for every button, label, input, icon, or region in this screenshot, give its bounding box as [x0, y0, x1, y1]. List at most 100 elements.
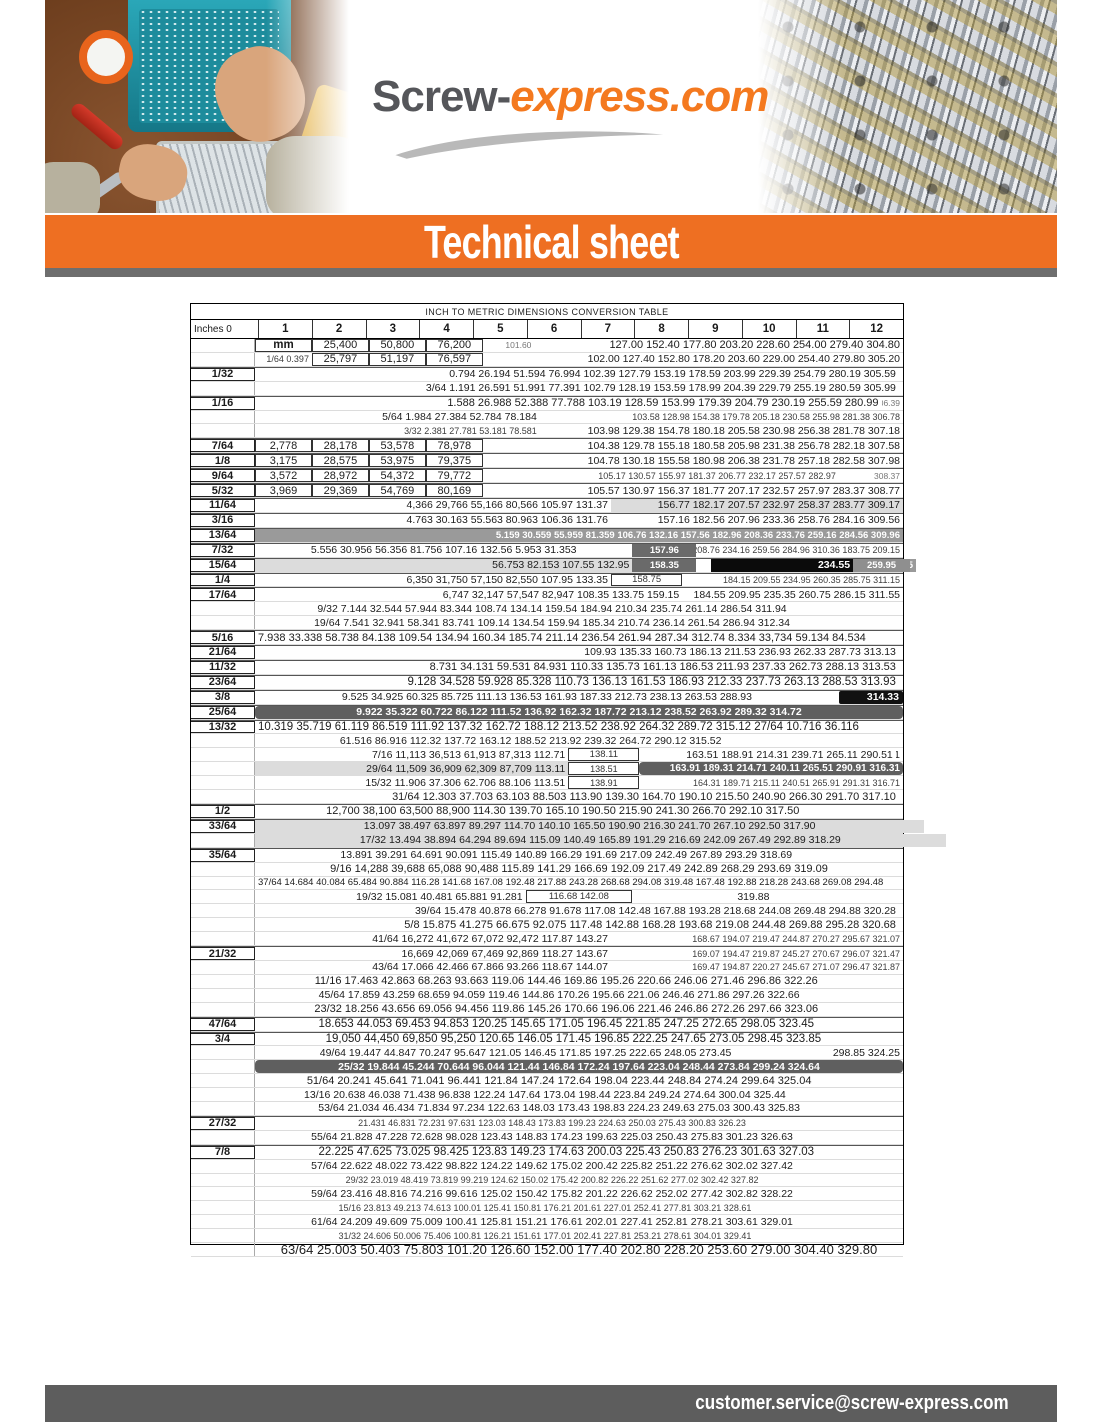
conversion-table: INCH TO METRIC DIMENSIONS CONVERSION TAB… [190, 303, 946, 1257]
row-segment: 104.78 130.18 155.58 180.98 206.38 231.7… [587, 454, 900, 467]
inch-column-header: 8 [634, 320, 688, 338]
row-segment: 298.85 324.25 [832, 1046, 900, 1059]
table-row: 3/32 2.381 27.781 53.181 78.581 103.98 12… [191, 424, 903, 439]
table-row: 1/2 12,700 38,100 63,500 88,900 114.30 13… [191, 804, 903, 819]
row-segment: 50,800 [368, 339, 426, 352]
row-segment: 9/32 7.144 32.544 57.944 83.344 108.74 1… [317, 602, 787, 615]
row-segment: 9.525 34.925 60.325 85.725 111.13 136.53… [341, 691, 752, 704]
row-segment: 19/32 15.081 40.481 65.881 91.281 [356, 890, 523, 903]
workbench-photo [45, 0, 352, 213]
row-segment: 79,375 [425, 454, 483, 468]
row-label: 3/8 [191, 690, 255, 704]
row-label: 23/64 [191, 675, 255, 689]
table-row: 5/16 7.938 33.338 58.738 84.138 109.54 13… [191, 630, 903, 646]
logo-part1: Screw- [372, 72, 511, 121]
row-segment: 9.128 34.528 59.928 85.328 110.73 136.13… [407, 676, 896, 689]
row-segment: 29,369 [311, 484, 369, 497]
row-segment: 183.36 208.76 234.16 259.56 284.96 310.3… [696, 545, 900, 556]
logo-part2: express.com [510, 72, 769, 121]
table-row: 3/4 19,050 44,450 69,850 95,250 120.65 14… [191, 1031, 903, 1047]
row-segment: 76,597 [425, 352, 483, 366]
row-segment: 49/64 19.447 44.847 70.247 95.647 121.05… [319, 1046, 732, 1059]
row-segment: 56.753 82.153 107.55 132.95 [255, 558, 633, 572]
row-label [191, 762, 255, 776]
table-row: 7/8 22.225 47.625 73.025 98.425 123.83 14… [191, 1144, 903, 1160]
row-segment: 169.47 194.87 220.27 245.67 271.07 296.4… [692, 962, 900, 973]
row-segment: 28,178 [311, 439, 369, 453]
row-segment: 19/64 7.541 32.941 58.341 83.741 109.14 … [314, 616, 790, 629]
table-row: 19/32 15.081 40.481 65.881 91.281 116.68 … [191, 890, 903, 905]
row-label [191, 1187, 255, 1201]
row-segment: 169.07 194.47 219.87 245.27 270.67 296.0… [692, 948, 900, 959]
row-label [191, 876, 255, 890]
table-row: 31/64 12.303 37.703 63.103 88.503 113.90… [191, 790, 903, 804]
row-label [191, 862, 255, 876]
table-row: 1/64 0.397 25,797 51,197 76,597 102.00 127.4… [191, 352, 903, 367]
row-label [191, 424, 255, 438]
footer-email: customer.service@screw-express.com [695, 1392, 1009, 1414]
table-row: 5/32 3,969 29,369 54,769 80,169 105.57 130.97… [191, 483, 903, 498]
table-row: 33/64 13.097 38.497 63.897 89.297 114.70 … [191, 818, 925, 834]
table-row: 27/32 21.431 46.831 72.231 97.631 123.03 … [191, 1115, 903, 1131]
row-segment: 158.35 [632, 558, 697, 572]
table-row: 5/8 15.875 41.275 66.675 92.075 117.48 1… [191, 918, 903, 933]
table-row: 61/64 24.209 49.609 75.009 100.41 125.81… [191, 1215, 903, 1230]
row-segment: 57/64 22.622 48.022 73.422 98.822 124.22… [311, 1160, 793, 1173]
table-row: 61.516 86.916 112.32 137.72 163.12 188.5… [191, 734, 903, 749]
inch-column-header: 4 [419, 320, 473, 338]
row-label [191, 1060, 255, 1074]
row-segment: 4,366 29,766 55,166 80,566 105.97 131.37 [406, 499, 608, 512]
row-segment: 7.938 33.338 58.738 84.138 109.54 134.94… [258, 631, 866, 644]
row-segment: 25,797 [311, 352, 369, 366]
row-segment: 5/8 15.875 41.275 66.675 92.075 117.48 1… [404, 918, 896, 931]
row-label: 21/64 [191, 646, 255, 659]
table-row: 19/64 7.541 32.941 58.341 83.741 109.14 … [191, 616, 903, 631]
row-segment: 22.225 47.625 73.025 98.425 123.83 149.2… [318, 1146, 815, 1159]
row-label: 15/64 [191, 558, 255, 572]
row-label: 11/32 [191, 660, 255, 674]
row-segment: 3/64 1.191 26.591 51.991 77.391 102.79 1… [425, 382, 896, 395]
row-segment: 10.319 35.719 61.119 86.519 111.92 137.3… [258, 721, 859, 734]
screws-pile-photo [752, 0, 1057, 213]
row-label: 33/64 [191, 819, 255, 833]
row-segment: 109.93 135.33 160.73 186.13 211.53 236.9… [584, 646, 896, 659]
row-segment: 157.16 182.56 207.96 233.36 258.76 284.1… [657, 514, 900, 527]
row-segment: 3,969 [255, 484, 312, 497]
row-label: 9/64 [191, 469, 255, 483]
inch-column-header: 7 [580, 320, 635, 338]
row-segment: 19,050 44,450 69,850 95,250 120.65 146.0… [325, 1032, 822, 1045]
row-segment: 314.33 [838, 690, 903, 704]
row-segment: 13.891 39.291 64.691 90.091 115.49 140.8… [340, 849, 793, 862]
row-label: 3/4 [191, 1032, 255, 1046]
row-label [191, 974, 255, 988]
table-row: 7/32 5.556 30.956 56.356 81.756 107.16 13… [191, 542, 903, 558]
row-segment: 29/32 23.019 48.419 73.819 99.219 124.62… [345, 1175, 759, 1186]
banner: Technical sheet [45, 215, 1057, 268]
row-label: 1/4 [191, 573, 255, 587]
table-row: 1/16 1.588 26.988 52.388 77.788 103.19 12… [191, 395, 903, 411]
table-row: 9/32 7.144 32.544 57.944 83.344 108.74 1… [191, 602, 903, 617]
row-label [191, 734, 255, 748]
table-row: 29/32 23.019 48.419 73.819 99.219 124.62… [191, 1173, 903, 1188]
row-segment: 18.653 44.053 69.453 94.853 120.25 145.6… [318, 1018, 815, 1031]
row-segment: 157.96 [632, 543, 697, 557]
row-segment: 31/32 24.606 50.006 75.406 100.81 126.21… [338, 1230, 752, 1241]
inch-column-header: 2 [311, 320, 366, 338]
table-row: 43/64 17.066 42.466 67.866 93.266 118.67… [191, 960, 903, 975]
table-row: 3/64 1.191 26.591 51.991 77.391 102.79 1… [191, 381, 903, 396]
row-segment: 116.68 142.08 [525, 890, 633, 904]
row-segment: 101.60 [505, 340, 532, 351]
row-segment: 54,769 [368, 484, 426, 497]
table-row: 21/64 109.93 135.33 160.73 186.13 211.53 … [191, 645, 903, 660]
row-segment: 16,669 42,069 67,469 92,869 118.27 143.6… [401, 947, 609, 960]
inch-column-header: 12 [849, 320, 903, 338]
row-label [191, 1201, 255, 1215]
row-segment: 259.95 [853, 558, 911, 572]
row-segment: 184.55 209.95 235.35 260.75 286.15 311.5… [693, 588, 901, 601]
inch-column-header: 3 [365, 320, 420, 338]
table-row: 51/64 20.241 45.641 71.041 96.441 121.84… [191, 1074, 903, 1089]
inch-column-header: 10 [741, 320, 796, 338]
table-row: 3/8 9.525 34.925 60.325 85.725 111.13 136… [191, 689, 903, 705]
table-row: 1/8 3,175 28,575 53,975 79,375 104.78 130.18 … [191, 453, 903, 469]
row-label [191, 616, 255, 630]
